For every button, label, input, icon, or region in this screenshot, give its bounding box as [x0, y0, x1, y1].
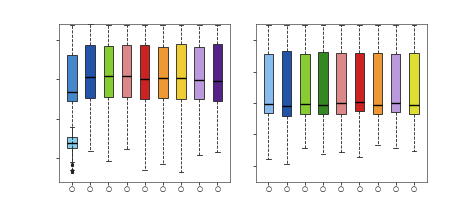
PathPatch shape: [158, 47, 168, 98]
PathPatch shape: [140, 45, 149, 100]
PathPatch shape: [176, 44, 186, 99]
PathPatch shape: [409, 53, 419, 114]
PathPatch shape: [355, 53, 364, 111]
PathPatch shape: [282, 51, 292, 116]
PathPatch shape: [373, 53, 382, 114]
PathPatch shape: [264, 54, 273, 113]
PathPatch shape: [213, 44, 222, 101]
PathPatch shape: [337, 53, 346, 114]
PathPatch shape: [300, 54, 310, 114]
PathPatch shape: [85, 45, 95, 98]
PathPatch shape: [391, 54, 401, 112]
PathPatch shape: [122, 45, 131, 97]
PathPatch shape: [67, 137, 77, 148]
PathPatch shape: [67, 55, 77, 101]
PathPatch shape: [104, 46, 113, 97]
PathPatch shape: [318, 52, 328, 114]
PathPatch shape: [194, 47, 204, 99]
